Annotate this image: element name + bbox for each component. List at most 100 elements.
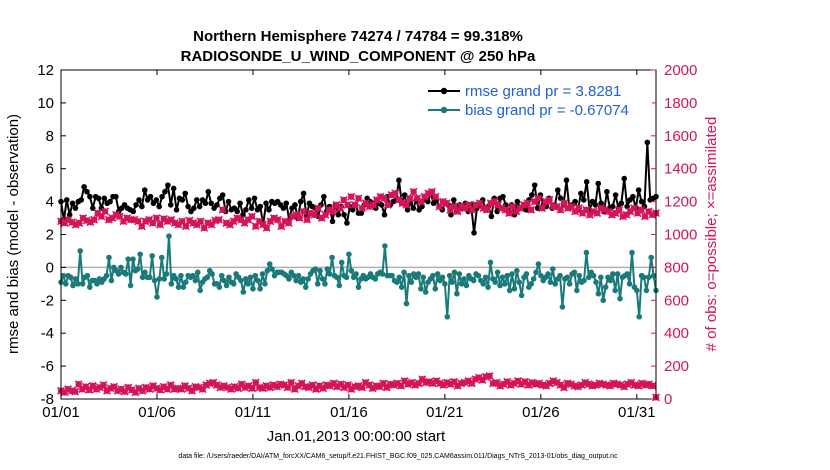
obs-marker bbox=[648, 381, 657, 390]
data-point bbox=[254, 277, 261, 284]
obs-marker bbox=[527, 205, 536, 214]
data-point bbox=[566, 281, 573, 287]
data-point bbox=[516, 279, 523, 286]
data-point bbox=[358, 210, 365, 216]
data-point bbox=[396, 274, 403, 281]
obs-marker bbox=[248, 212, 256, 221]
obs-marker bbox=[156, 220, 165, 229]
obs-marker bbox=[196, 217, 205, 226]
obs-marker bbox=[101, 207, 110, 216]
data-point bbox=[293, 277, 299, 284]
data-point bbox=[343, 274, 350, 281]
obs-marker bbox=[284, 219, 293, 227]
data-point bbox=[137, 251, 143, 258]
data-point bbox=[154, 294, 160, 300]
data-point bbox=[530, 276, 537, 282]
obs-marker bbox=[358, 383, 367, 392]
y-tick-label: 2 bbox=[46, 227, 54, 244]
y-tick-label: 4 bbox=[46, 194, 54, 211]
data-point bbox=[159, 193, 165, 200]
data-point bbox=[74, 281, 81, 287]
data-point bbox=[523, 207, 529, 213]
data-point bbox=[122, 271, 129, 277]
data-point bbox=[225, 198, 232, 205]
data-point bbox=[218, 272, 225, 279]
y2-tick-label: 1200 bbox=[664, 194, 697, 211]
y-tick-label: -4 bbox=[41, 325, 54, 342]
obs-marker bbox=[545, 195, 554, 204]
obs-marker bbox=[615, 205, 624, 214]
data-point bbox=[624, 203, 630, 210]
data-point bbox=[418, 285, 424, 292]
y-tick-label: -6 bbox=[41, 358, 54, 375]
data-point bbox=[643, 287, 650, 294]
data-point bbox=[614, 271, 621, 277]
data-point bbox=[179, 197, 186, 203]
data-point bbox=[300, 276, 307, 282]
x-tick-label: 01/16 bbox=[330, 404, 368, 421]
data-point bbox=[598, 274, 604, 281]
data-point bbox=[618, 200, 625, 207]
data-point bbox=[485, 284, 491, 290]
data-point bbox=[500, 193, 506, 200]
data-point bbox=[156, 203, 163, 210]
data-point bbox=[471, 230, 477, 236]
data-point bbox=[269, 266, 275, 272]
obs-marker bbox=[90, 215, 99, 224]
data-point bbox=[439, 274, 446, 281]
data-point bbox=[142, 269, 148, 276]
data-point bbox=[266, 261, 273, 267]
obs-marker bbox=[262, 223, 271, 232]
data-point bbox=[531, 182, 538, 188]
data-point bbox=[312, 266, 319, 272]
data-point bbox=[252, 272, 259, 279]
data-point bbox=[494, 269, 501, 276]
data-point bbox=[592, 202, 599, 208]
data-point bbox=[280, 205, 287, 211]
data-point bbox=[133, 202, 139, 208]
data-point bbox=[165, 182, 171, 188]
data-point bbox=[338, 259, 345, 266]
data-point bbox=[461, 276, 467, 282]
data-point bbox=[488, 213, 495, 220]
y2-tick-label: 2000 bbox=[664, 62, 697, 79]
data-point bbox=[79, 281, 86, 287]
obs-marker bbox=[218, 205, 227, 214]
data-point bbox=[482, 274, 489, 281]
data-point bbox=[372, 276, 379, 282]
obs-marker bbox=[358, 204, 367, 213]
data-point bbox=[415, 271, 422, 277]
data-point bbox=[196, 203, 203, 210]
data-point bbox=[118, 264, 124, 271]
data-point bbox=[448, 211, 454, 218]
data-point bbox=[139, 274, 146, 281]
data-point bbox=[595, 180, 602, 187]
data-point bbox=[69, 200, 76, 207]
data-point bbox=[425, 198, 431, 205]
data-point bbox=[446, 272, 453, 279]
data-point bbox=[629, 249, 635, 256]
data-point bbox=[634, 287, 640, 294]
data-point bbox=[216, 284, 223, 290]
data-point bbox=[480, 281, 487, 287]
data-point bbox=[86, 284, 93, 290]
data-point bbox=[550, 266, 556, 272]
data-point bbox=[528, 281, 535, 287]
data-point bbox=[349, 207, 356, 213]
obs-marker bbox=[483, 205, 492, 214]
data-point bbox=[72, 205, 79, 211]
data-point bbox=[336, 282, 343, 289]
obs-marker bbox=[475, 199, 484, 208]
data-point bbox=[204, 274, 211, 281]
data-point bbox=[344, 220, 350, 226]
obs-marker bbox=[391, 189, 400, 198]
y2-tick-label: 1600 bbox=[664, 128, 697, 145]
data-point bbox=[563, 177, 570, 184]
data-point bbox=[334, 274, 340, 281]
obs-marker bbox=[295, 214, 304, 223]
obs-marker bbox=[397, 381, 405, 390]
legend: rmse grand pr = 3.8281 bias grand pr = -… bbox=[422, 78, 652, 122]
data-point bbox=[173, 276, 179, 282]
data-point bbox=[646, 274, 652, 281]
obs-marker bbox=[354, 194, 363, 203]
